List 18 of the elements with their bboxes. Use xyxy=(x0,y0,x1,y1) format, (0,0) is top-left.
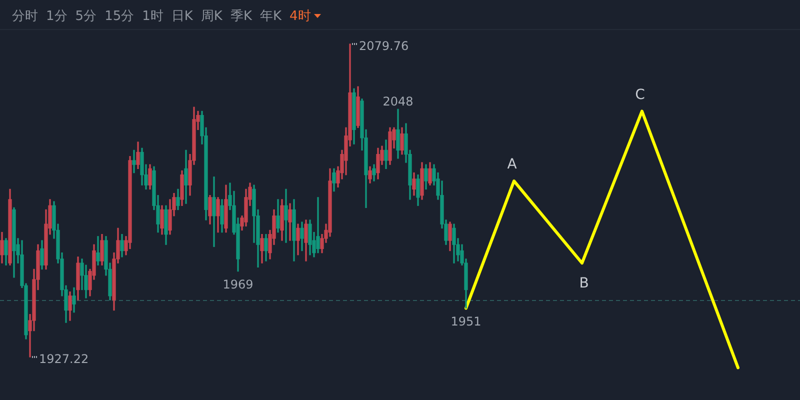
text: 分时 xyxy=(12,8,38,25)
text: 5分 xyxy=(75,8,97,25)
text: 年K xyxy=(260,8,282,25)
data-label: C xyxy=(635,86,646,103)
text: 1分 xyxy=(46,8,68,25)
text: 1969 xyxy=(222,277,254,292)
text: 15分 xyxy=(104,8,134,25)
text: 2079.76 xyxy=(359,39,409,54)
text: 1951 xyxy=(450,314,482,328)
data-label: B xyxy=(579,276,589,292)
text: 1927.22 xyxy=(39,352,89,366)
text: 季K xyxy=(230,8,252,25)
text: 1时 xyxy=(142,8,164,25)
text: 2048 xyxy=(382,94,414,108)
text: 4时 xyxy=(290,8,311,25)
text: 日K xyxy=(171,8,193,25)
text: 周K xyxy=(200,8,222,25)
data-label: A xyxy=(507,156,518,173)
